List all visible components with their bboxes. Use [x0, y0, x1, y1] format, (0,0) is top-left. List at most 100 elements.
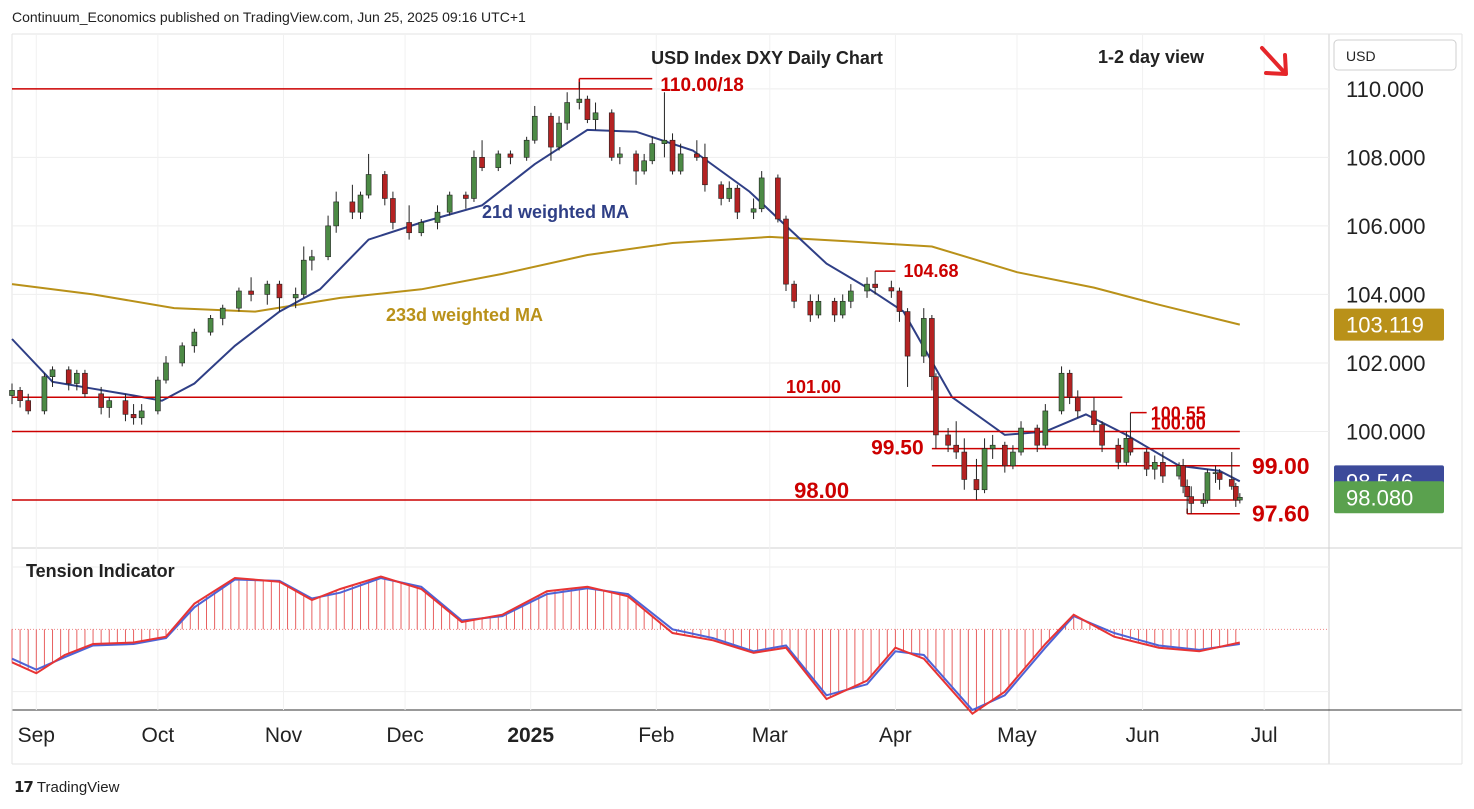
candle-body: [933, 376, 939, 436]
candle-body: [434, 211, 441, 223]
candle-body: [155, 379, 161, 412]
tension-indicator-label: Tension Indicator: [26, 561, 175, 581]
chart-title: USD Index DXY Daily Chart: [651, 48, 883, 68]
candle-body: [1232, 486, 1239, 501]
candle-body: [471, 157, 477, 199]
candle-body: [365, 174, 372, 196]
candle-body: [74, 372, 80, 384]
level-label: 104.68: [904, 261, 959, 281]
tradingview-brand[interactable]: 𝟭𝟳 TradingView: [14, 778, 120, 797]
y-tick-label: 108.000: [1346, 145, 1426, 170]
level-label: 100.00: [1151, 413, 1206, 433]
candle-body: [1115, 444, 1122, 463]
y-tick-label: 110.000: [1346, 77, 1424, 102]
candle-body: [848, 290, 854, 302]
candle-body: [592, 112, 599, 120]
candle-body: [1042, 410, 1049, 446]
price-tag-label: 103.119: [1346, 313, 1424, 338]
candle-body: [531, 115, 538, 141]
candle-body: [106, 400, 113, 408]
candle-body: [292, 294, 299, 299]
candle-body: [179, 345, 185, 364]
candle-body: [807, 300, 814, 316]
candle-body: [98, 393, 104, 408]
x-tick-label: Feb: [638, 724, 674, 747]
candle-body: [556, 122, 562, 148]
x-tick-label: Oct: [142, 724, 175, 747]
candle-body: [617, 153, 623, 158]
candle-body: [864, 283, 870, 292]
price-tag-label: 98.080: [1346, 485, 1413, 510]
candle-body: [734, 187, 741, 213]
candle-body: [669, 139, 676, 172]
x-tick-label: 2025: [507, 724, 554, 747]
ma21-label: 21d weighted MA: [482, 202, 629, 222]
brand-name: TradingView: [36, 778, 120, 796]
candle-body: [726, 187, 733, 199]
candle-body: [1160, 462, 1166, 477]
candle-body: [775, 177, 781, 220]
ma233-line: [11, 235, 1241, 326]
candle-body: [1099, 424, 1105, 446]
candle-body: [236, 290, 242, 309]
candle-body: [349, 201, 356, 213]
candle-body: [750, 208, 757, 213]
candle-body: [641, 160, 647, 172]
candle-body: [973, 479, 980, 491]
candle-body: [839, 300, 846, 316]
arrow-head: [1264, 53, 1288, 76]
y-tick-label: 100.000: [1346, 419, 1426, 444]
candle-body: [576, 98, 583, 103]
candle-body: [981, 448, 988, 491]
candle-body: [661, 139, 668, 144]
candle-body: [41, 376, 48, 412]
tension-line-red: [11, 575, 1241, 716]
candle-body: [584, 98, 591, 120]
down-right-arrow-icon: [1260, 46, 1288, 76]
candle-body: [1002, 444, 1008, 467]
candle-body: [1143, 451, 1150, 470]
level-label: 97.60: [1252, 501, 1310, 527]
candle-body: [406, 222, 412, 234]
price-tag-ma233: [1334, 308, 1444, 341]
y-tick-label: 106.000: [1346, 214, 1426, 239]
candle-body: [904, 311, 911, 357]
price-tag-current: [1334, 481, 1444, 514]
candle-body: [989, 444, 996, 449]
candle-body: [961, 451, 968, 480]
candle-body: [677, 153, 684, 172]
x-tick-label: Jul: [1251, 724, 1278, 747]
x-tick-label: Sep: [18, 724, 55, 747]
candle-body: [702, 157, 708, 186]
level-label: 98.00: [794, 478, 849, 503]
candle-body: [694, 153, 700, 158]
candle-body: [264, 283, 271, 295]
currency-box: [1333, 39, 1457, 71]
candle-body: [758, 177, 765, 210]
candle-body: [248, 290, 254, 295]
candle-body: [633, 153, 639, 172]
plot-background: [12, 34, 1329, 710]
ma21-line: [11, 128, 1241, 483]
tradingview-logo-icon: 𝟭𝟳: [14, 779, 34, 796]
candle-body: [649, 143, 656, 162]
candle-body: [1018, 427, 1024, 453]
candle-body: [1091, 410, 1097, 425]
candle-body: [1180, 465, 1186, 487]
candle-body: [1066, 372, 1073, 398]
candle-body: [65, 369, 72, 384]
candle-body: [82, 372, 88, 395]
level-label: 99.00: [1252, 453, 1310, 479]
candle-body: [1010, 451, 1016, 467]
candle-body: [309, 256, 315, 261]
candle-body: [49, 369, 56, 377]
candle-body: [191, 331, 198, 347]
candle-body: [608, 112, 615, 158]
candle-body: [1151, 462, 1158, 470]
candle-body: [333, 201, 339, 227]
candle-body: [390, 198, 396, 223]
candle-body: [163, 362, 169, 381]
candle-body: [888, 287, 895, 292]
candle-body: [219, 307, 226, 319]
